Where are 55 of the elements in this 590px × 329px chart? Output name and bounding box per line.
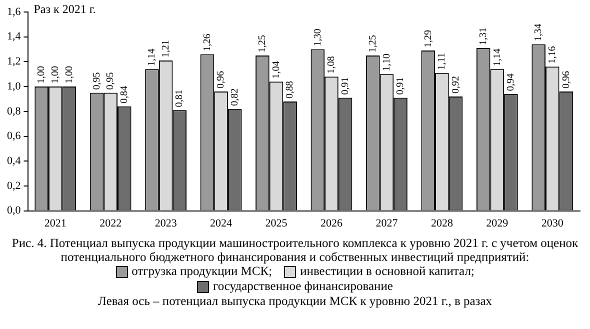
data-label: 1,11: [436, 52, 448, 70]
x-tick-label: 2021: [44, 217, 66, 230]
data-label: 0,92: [450, 76, 462, 94]
text: Левая ось – потенциал выпуска продукции МСК к уровню 2021 г., в разах: [96, 294, 494, 308]
data-label: 0,96: [560, 71, 572, 89]
data-label: 1,14: [146, 48, 158, 66]
y-tick-label: 1,6: [7, 6, 22, 18]
y-axis-title: Раз к 2021 г.: [34, 2, 96, 16]
x-tick-label: 2030: [541, 217, 564, 230]
legend-label: отгрузка продукции МСК;: [132, 264, 272, 279]
data-label: 0,95: [91, 72, 102, 90]
data-label: 1,34: [533, 24, 544, 42]
x-tick-label: 2025: [265, 217, 288, 230]
data-label: 1,08: [326, 56, 338, 74]
data-label: 0,91: [395, 77, 406, 95]
x-tick-label: 2022: [100, 217, 122, 230]
data-label: 0,84: [119, 86, 130, 104]
y-tick-label: 1,0: [7, 80, 22, 92]
y-tick-label: 0,4: [7, 154, 22, 167]
data-label: 0,88: [284, 80, 296, 98]
data-label: 1,30: [312, 28, 324, 46]
data-label: 0,94: [506, 74, 517, 92]
x-tick-label: 2024: [210, 217, 233, 230]
y-tick-label: 0,8: [7, 105, 22, 118]
data-label: 1,10: [381, 54, 392, 72]
y-tick-label: 0,6: [7, 130, 22, 142]
y-tick-label: 1,4: [7, 30, 22, 43]
data-label: 0,95: [105, 72, 116, 90]
y-tick-label: 0,2: [7, 180, 21, 192]
data-label: 0,96: [216, 71, 227, 89]
x-tick-label: 2023: [154, 217, 178, 230]
data-label: 1,00: [36, 66, 48, 84]
y-tick-label: 0,0: [7, 204, 22, 217]
x-tick-label: 2027: [376, 217, 398, 230]
data-label: 1,16: [547, 46, 558, 64]
data-label: 0,91: [340, 77, 351, 95]
y-tick-label: 1,2: [7, 56, 21, 68]
data-label: 1,31: [478, 28, 489, 46]
data-label: 0,81: [174, 90, 186, 108]
data-label: 1,25: [257, 34, 268, 52]
legend-label: инвестиции в основной капитал;: [300, 264, 474, 279]
data-label: 1,00: [50, 66, 61, 84]
data-label: 0,82: [229, 88, 240, 106]
data-label: 1,14: [492, 48, 503, 66]
text: Рис. 4. Потенциал выпуска продукции машиностроительного комплекса к уровню 2021 г. с учетом оценок потенциального бюджетного финансирования и собственных инвестиций предприятий:: [10, 236, 580, 264]
data-label: 1,21: [160, 40, 172, 58]
x-tick-label: 2029: [486, 217, 509, 230]
x-tick-label: 2028: [430, 217, 454, 230]
legend-label: государственное финансирование: [213, 279, 393, 294]
data-label: 1,25: [368, 34, 379, 52]
data-label: 1,00: [64, 66, 75, 84]
x-tick-label: 2026: [320, 217, 343, 230]
data-label: 1,29: [422, 30, 434, 48]
data-label: 1,26: [202, 34, 213, 52]
data-label: 1,04: [270, 61, 282, 79]
